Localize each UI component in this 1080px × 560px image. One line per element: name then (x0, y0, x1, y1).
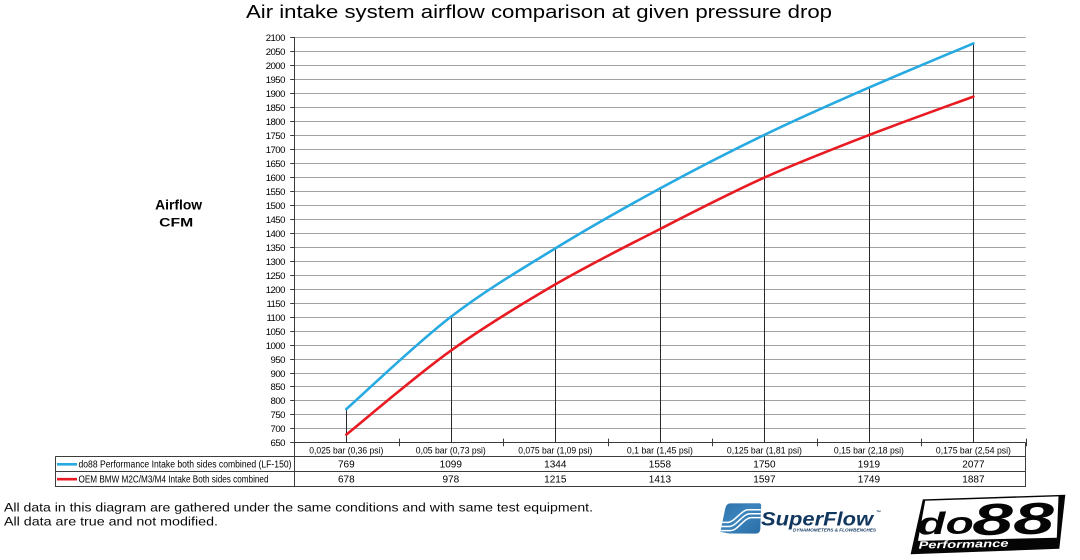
svg-text:88: 88 (972, 494, 1055, 545)
svg-text:800: 800 (271, 396, 286, 407)
svg-text:700: 700 (271, 424, 286, 435)
svg-text:0,125 bar (1,81 psi): 0,125 bar (1,81 psi) (727, 446, 802, 456)
svg-text:1558: 1558 (649, 460, 672, 471)
svg-text:0,075 bar (1,09 psi): 0,075 bar (1,09 psi) (518, 446, 592, 456)
svg-text:1400: 1400 (266, 229, 285, 240)
svg-text:1344: 1344 (544, 460, 567, 471)
svg-text:CFM: CFM (159, 218, 193, 230)
svg-text:All data are true and not modi: All data are true and not modified. (4, 514, 218, 528)
svg-text:678: 678 (338, 475, 355, 486)
svg-text:900: 900 (271, 369, 286, 380)
svg-text:do: do (917, 505, 974, 541)
svg-text:DYNAMOMETERS & FLOWBENCHES: DYNAMOMETERS & FLOWBENCHES (793, 528, 877, 533)
svg-text:1150: 1150 (266, 299, 285, 310)
svg-text:do88 Performance Intake both s: do88 Performance Intake both sides combi… (79, 460, 292, 471)
svg-text:All data in this diagram are g: All data in this diagram are gathered un… (4, 501, 593, 515)
svg-text:™: ™ (876, 510, 881, 516)
svg-text:0,05 bar (0,73 psi): 0,05 bar (0,73 psi) (416, 446, 486, 456)
svg-text:Airflow: Airflow (155, 196, 202, 212)
svg-text:1200: 1200 (266, 285, 285, 296)
svg-text:SuperFlow: SuperFlow (761, 509, 875, 531)
svg-text:0,175 bar (2,54 psi): 0,175 bar (2,54 psi) (936, 446, 1011, 456)
svg-text:1600: 1600 (266, 173, 285, 184)
svg-text:OEM BMW M2C/M3/M4 Intake Both: OEM BMW M2C/M3/M4 Intake Both sides comb… (79, 475, 269, 486)
svg-text:769: 769 (338, 460, 355, 471)
svg-text:1900: 1900 (266, 89, 285, 100)
svg-text:750: 750 (271, 410, 286, 421)
svg-text:1887: 1887 (962, 475, 985, 486)
svg-text:1500: 1500 (266, 201, 285, 212)
svg-text:1550: 1550 (266, 187, 285, 198)
svg-text:650: 650 (271, 438, 286, 449)
svg-text:1450: 1450 (266, 215, 285, 226)
svg-text:1000: 1000 (266, 341, 285, 352)
svg-text:1250: 1250 (266, 271, 285, 282)
svg-text:2100: 2100 (266, 33, 285, 44)
svg-text:Air intake system airflow comp: Air intake system airflow comparison at … (246, 1, 832, 22)
svg-text:1750: 1750 (266, 131, 285, 142)
svg-text:1099: 1099 (440, 460, 463, 471)
svg-text:1850: 1850 (266, 103, 285, 114)
svg-text:2050: 2050 (266, 47, 285, 58)
svg-text:2000: 2000 (266, 61, 285, 72)
svg-text:1597: 1597 (753, 475, 776, 486)
svg-text:978: 978 (442, 475, 459, 486)
svg-text:1350: 1350 (266, 243, 285, 254)
svg-text:1215: 1215 (544, 475, 567, 486)
svg-text:1050: 1050 (266, 327, 285, 338)
svg-text:1413: 1413 (649, 475, 672, 486)
svg-text:0,15 bar (2,18 psi): 0,15 bar (2,18 psi) (834, 446, 904, 456)
svg-text:Performance: Performance (918, 538, 1008, 552)
svg-text:1300: 1300 (266, 257, 285, 268)
svg-text:950: 950 (271, 355, 286, 366)
svg-text:1950: 1950 (266, 75, 285, 86)
svg-text:850: 850 (271, 382, 286, 393)
svg-text:1919: 1919 (858, 460, 881, 471)
svg-text:1650: 1650 (266, 159, 285, 170)
svg-text:0,1 bar (1,45 psi): 0,1 bar (1,45 psi) (627, 446, 693, 456)
svg-text:1749: 1749 (858, 475, 881, 486)
svg-text:1700: 1700 (266, 145, 285, 156)
svg-text:1100: 1100 (266, 313, 285, 324)
svg-text:2077: 2077 (962, 460, 985, 471)
svg-text:0,025 bar (0,36 psi): 0,025 bar (0,36 psi) (309, 446, 383, 456)
svg-text:1750: 1750 (753, 460, 776, 471)
svg-text:1800: 1800 (266, 117, 285, 128)
